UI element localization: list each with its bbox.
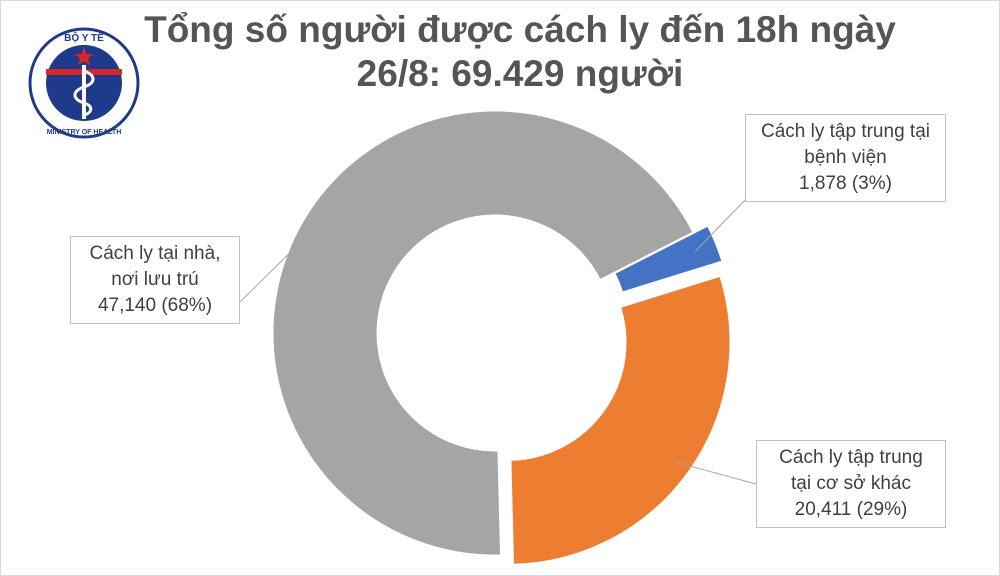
callout-hospital: Cách ly tập trung tại bệnh viện 1,878 (3… (745, 114, 946, 202)
callout-home-line-2: nơi lưu trú (111, 269, 199, 290)
leader-line-home (239, 226, 317, 303)
chart-title: Tổng số người được cách ly đến 18h ngày … (120, 8, 920, 96)
leader-line-hospital (694, 199, 746, 252)
logo-bottom-text: MINISTRY OF HEALTH (47, 129, 122, 136)
callout-hospital-line-1: Cách ly tập trung tại (761, 121, 930, 142)
callout-other-facility-value: 20,411 (29%) (794, 499, 908, 520)
slice-hospital (614, 225, 723, 293)
chart-title-line-1: Tổng số người được cách ly đến 18h ngày (144, 9, 896, 50)
slice-other-facility (510, 275, 731, 565)
callout-hospital-line-2: bệnh viện (804, 147, 887, 168)
logo-top-text: BỘ Y TẾ (64, 31, 104, 44)
callout-other-facility-line-1: Cách ly tập trung (779, 447, 923, 468)
callout-other-facility-line-2: tại cơ sở khác (791, 473, 911, 494)
callout-other-facility: Cách ly tập trung tại cơ sở khác 20,411 … (756, 440, 946, 528)
callout-home: Cách ly tại nhà, nơi lưu trú 47,140 (68%… (70, 236, 240, 324)
slice-home (272, 110, 694, 556)
leader-line-other-facility (674, 461, 757, 485)
callout-home-value: 47,140 (68%) (97, 295, 213, 316)
callout-home-line-1: Cách ly tại nhà, (89, 243, 221, 264)
chart-title-line-2: 26/8: 69.429 người (356, 53, 684, 94)
ministry-of-health-logo: BỘ Y TẾ MINISTRY OF HEALTH (28, 27, 140, 139)
callout-hospital-value: 1,878 (3%) (799, 173, 892, 194)
